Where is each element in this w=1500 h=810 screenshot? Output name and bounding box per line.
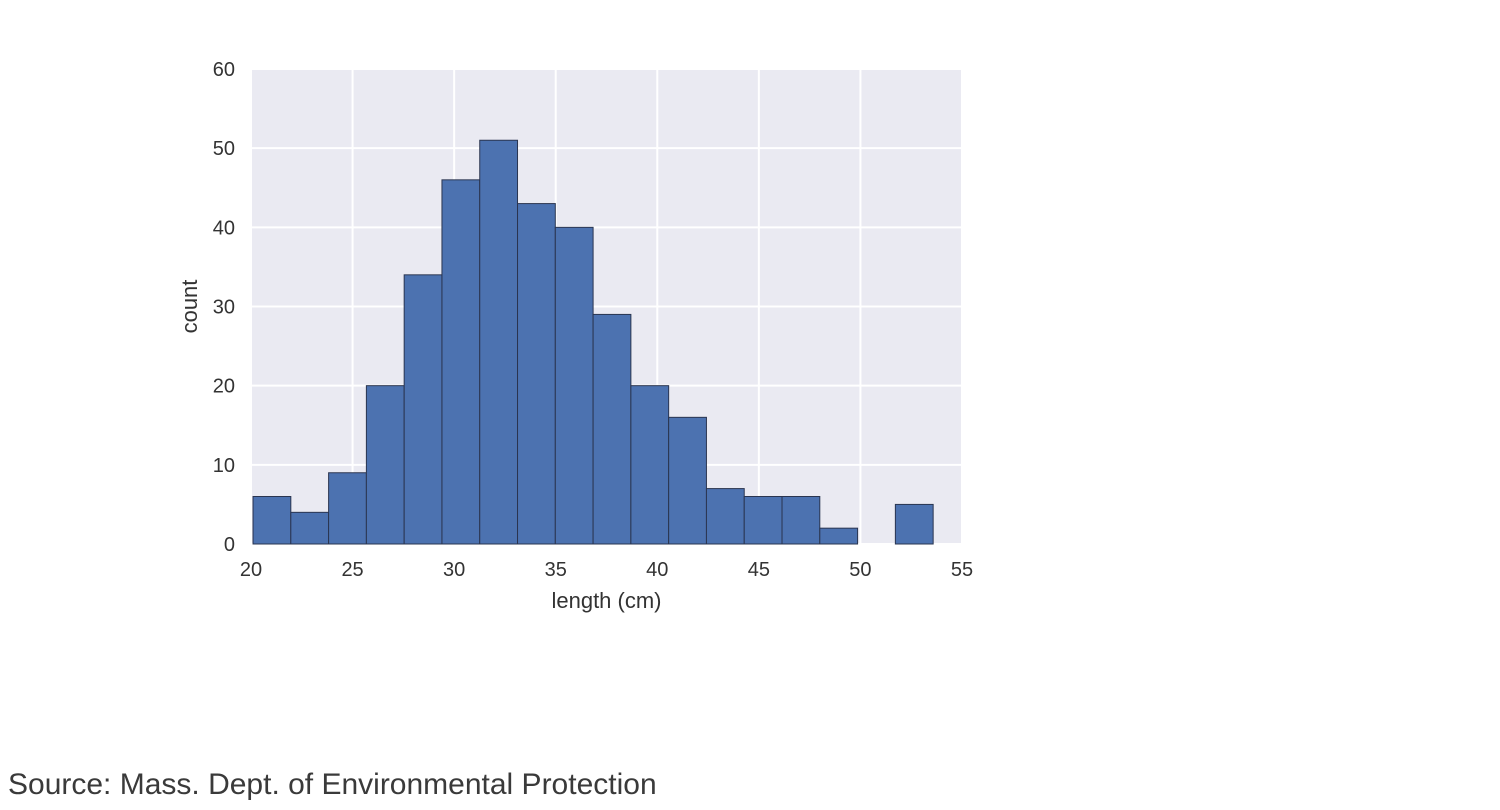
x-tick-label: 35 — [545, 559, 567, 581]
histogram-bar — [554, 226, 594, 545]
histogram-bar — [479, 139, 519, 545]
x-tick-label: 45 — [748, 559, 770, 581]
bars — [252, 139, 934, 545]
x-tick-label: 25 — [341, 559, 363, 581]
tick-labels: 20 25 30 35 40 45 50 55 0 10 20 30 40 50 60 — [213, 59, 973, 581]
histogram-bar — [517, 203, 556, 545]
histogram-bar — [781, 496, 821, 545]
histogram-bar — [743, 496, 783, 545]
histogram-bar — [365, 385, 405, 545]
x-tick-label: 20 — [240, 559, 262, 581]
histogram-bar — [328, 472, 367, 545]
x-tick-label: 50 — [849, 559, 871, 581]
histogram-bar — [668, 416, 707, 545]
histogram-bar — [592, 313, 632, 545]
y-axis-label: count — [177, 280, 202, 334]
y-tick-label: 40 — [213, 217, 235, 239]
histogram-bar — [630, 385, 670, 545]
y-tick-label: 20 — [213, 376, 235, 398]
histogram-bar — [403, 274, 443, 545]
source-note: Source: Mass. Dept. of Environmental Pro… — [8, 768, 657, 801]
x-axis-label: length (cm) — [551, 588, 661, 613]
x-tick-label: 55 — [951, 559, 973, 581]
y-tick-label: 50 — [213, 138, 235, 160]
histogram-bar — [705, 488, 745, 545]
y-tick-label: 30 — [213, 297, 235, 319]
histogram-bar — [290, 511, 330, 545]
histogram-bar — [252, 496, 292, 545]
x-tick-label: 30 — [443, 559, 465, 581]
y-tick-label: 60 — [213, 59, 235, 81]
x-tick-label: 40 — [646, 559, 668, 581]
y-tick-label: 10 — [213, 455, 235, 477]
histogram-bar — [894, 503, 934, 545]
histogram-bar — [441, 179, 481, 545]
histogram-bar — [819, 527, 859, 545]
y-tick-label: 0 — [224, 534, 235, 556]
